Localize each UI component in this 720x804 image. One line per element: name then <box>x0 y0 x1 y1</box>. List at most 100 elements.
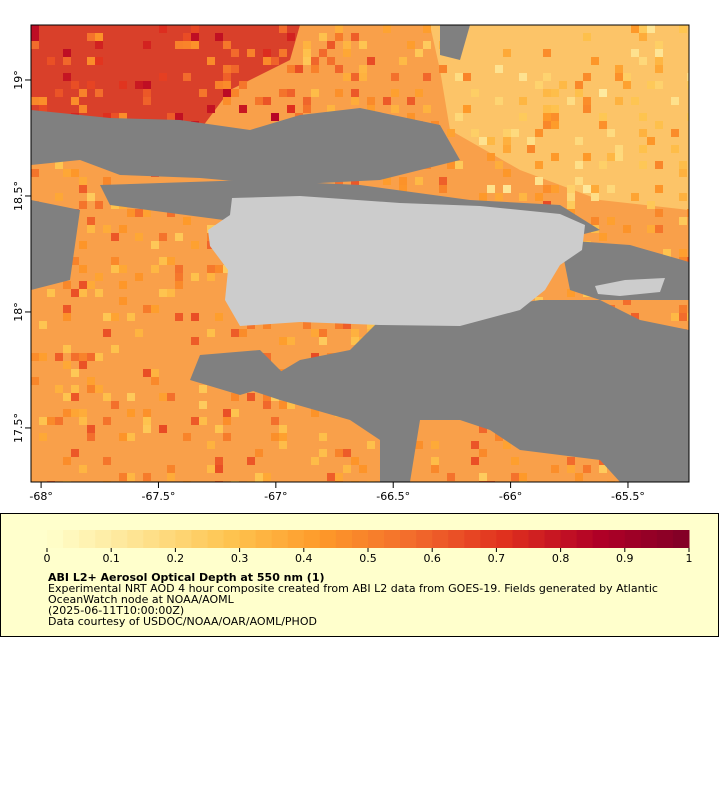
texture-cell <box>319 49 327 57</box>
texture-cell <box>87 33 95 41</box>
colorbar-tick-label: 0.4 <box>295 552 313 565</box>
texture-cell <box>583 73 591 81</box>
texture-cell <box>215 313 223 321</box>
texture-cell <box>103 457 111 465</box>
colorbar-step <box>191 530 208 548</box>
texture-cell <box>63 345 71 353</box>
texture-cell <box>495 161 503 169</box>
texture-cell <box>135 233 143 241</box>
texture-cell <box>231 89 239 97</box>
texture-cell <box>367 441 375 449</box>
texture-cell <box>215 33 223 41</box>
texture-cell <box>63 49 71 57</box>
colorbar-step <box>287 530 305 548</box>
texture-cell <box>519 193 527 201</box>
texture-cell <box>335 473 343 481</box>
description-line: (2025-06-11T10:00:00Z) <box>48 604 184 617</box>
texture-cell <box>407 41 415 49</box>
texture-cell <box>519 113 527 121</box>
texture-cell <box>79 289 87 297</box>
colorbar-tick-label: 0.7 <box>488 552 506 565</box>
texture-cell <box>79 409 87 417</box>
texture-cell <box>583 185 591 193</box>
colorbar-step <box>480 530 497 548</box>
texture-cell <box>455 113 463 121</box>
x-tick-label: -65.5° <box>611 490 645 503</box>
texture-cell <box>135 209 143 217</box>
texture-cell <box>351 73 359 81</box>
texture-cell <box>31 41 39 49</box>
texture-cell <box>87 377 95 385</box>
texture-cell <box>55 385 63 393</box>
colorbar-tick-label: 0.8 <box>552 552 570 565</box>
texture-cell <box>399 57 407 65</box>
texture-cell <box>567 185 575 193</box>
texture-cell <box>687 313 689 321</box>
texture-cell <box>599 113 607 121</box>
texture-cell <box>319 337 327 345</box>
texture-cell <box>311 89 319 97</box>
texture-cell <box>463 73 471 81</box>
texture-cell <box>439 177 447 185</box>
y-tick-label: 18.5° <box>12 181 25 211</box>
texture-cell <box>271 417 279 425</box>
texture-cell <box>255 473 263 481</box>
texture-cell <box>343 73 351 81</box>
y-tick-label: 18° <box>12 302 25 322</box>
texture-cell <box>447 161 455 169</box>
texture-cell <box>263 473 271 481</box>
texture-cell <box>271 433 279 441</box>
texture-cell <box>111 233 119 241</box>
x-tick-label: -67° <box>264 490 287 503</box>
texture-cell <box>71 97 79 105</box>
texture-cell <box>151 369 159 377</box>
texture-cell <box>55 89 63 97</box>
texture-cell <box>567 193 575 201</box>
colorbar-step <box>335 530 353 548</box>
texture-cell <box>471 89 479 97</box>
texture-cell <box>439 65 447 73</box>
texture-cell <box>31 97 39 105</box>
texture-cell <box>311 457 319 465</box>
colorbar-step <box>143 530 160 548</box>
texture-cell <box>319 433 327 441</box>
texture-cell <box>247 393 255 401</box>
texture-cell <box>143 305 151 313</box>
texture-cell <box>119 81 127 89</box>
texture-cell <box>263 49 271 57</box>
texture-cell <box>415 89 423 97</box>
texture-cell <box>239 105 247 113</box>
texture-cell <box>631 193 639 201</box>
texture-cell <box>591 193 599 201</box>
texture-cell <box>623 73 631 81</box>
texture-cell <box>111 345 119 353</box>
texture-cell <box>551 121 559 129</box>
texture-cell <box>591 185 599 193</box>
texture-cell <box>599 233 607 241</box>
texture-cell <box>127 209 135 217</box>
colorbar-step <box>368 530 385 548</box>
texture-cell <box>279 89 287 97</box>
texture-cell <box>71 385 79 393</box>
texture-cell <box>655 121 663 129</box>
texture-cell <box>103 177 111 185</box>
texture-cell <box>119 281 127 289</box>
texture-cell <box>615 153 623 161</box>
texture-cell <box>471 441 479 449</box>
colorbar-step <box>351 530 369 548</box>
texture-cell <box>359 41 367 49</box>
texture-cell <box>143 209 151 217</box>
texture-cell <box>543 89 551 97</box>
texture-cell <box>279 425 287 433</box>
texture-cell <box>647 137 655 145</box>
texture-cell <box>127 393 135 401</box>
texture-cell <box>407 97 415 105</box>
texture-cell <box>175 113 183 121</box>
texture-cell <box>55 417 63 425</box>
texture-cell <box>143 41 151 49</box>
texture-cell <box>79 281 87 289</box>
texture-cell <box>607 185 615 193</box>
texture-cell <box>95 57 103 65</box>
colorbar-tick-label: 0.6 <box>423 552 441 565</box>
texture-cell <box>631 97 639 105</box>
